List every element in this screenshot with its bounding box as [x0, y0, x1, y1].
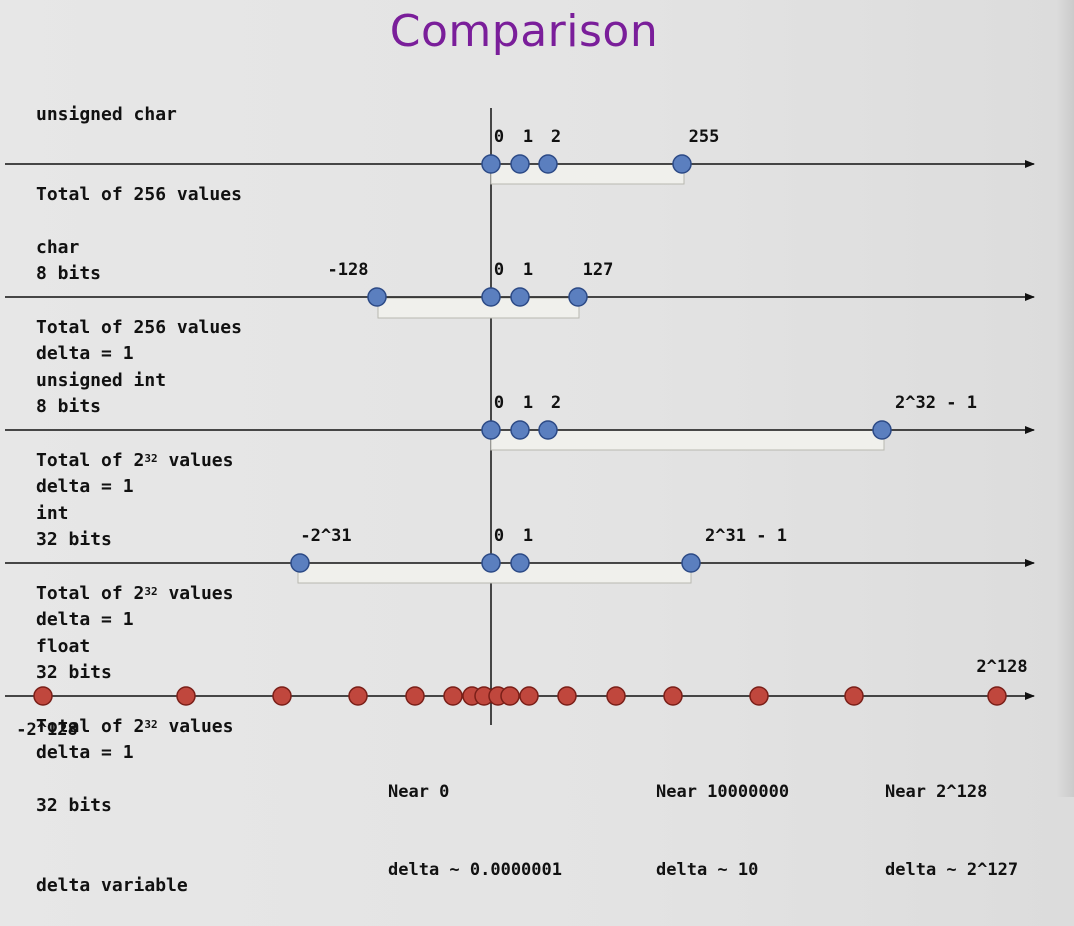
- exponent: 32: [144, 451, 158, 465]
- tick-label: 2: [551, 393, 561, 413]
- point-float: [557, 686, 577, 706]
- note-near-zero: Near 0 delta ~ 0.0000001: [388, 727, 562, 909]
- point-char-max: [568, 287, 588, 307]
- point-float: [519, 686, 539, 706]
- number-line-diagram: 0 1 2 255 -128 0 1 127 0 1 2 2^32 - 1 -2…: [5, 108, 1035, 740]
- float-min-label: -2^128: [16, 720, 77, 740]
- exponent: 32: [144, 584, 158, 598]
- tick-label: -128: [328, 260, 369, 280]
- desc-line: Total of 232 values: [36, 582, 234, 604]
- desc-line: 32 bits: [36, 529, 112, 550]
- tick-label: 2^31 - 1: [705, 526, 787, 546]
- desc-line: Total of 232 values: [36, 449, 234, 471]
- slide-edge-shade: [1056, 0, 1074, 797]
- note-line: Near 10000000: [656, 782, 790, 802]
- desc-line: char: [36, 237, 80, 258]
- tick-label: 0: [494, 393, 504, 413]
- point-int-max: [681, 553, 701, 573]
- point-unsigned-int-1: [510, 420, 530, 440]
- point-unsigned-int-0: [481, 420, 501, 440]
- point-float: [176, 686, 196, 706]
- point-unsigned-char-2: [538, 154, 558, 174]
- tick-label: 127: [583, 260, 614, 280]
- desc-line: unsigned int: [36, 370, 167, 391]
- point-int-min: [290, 553, 310, 573]
- point-float: [348, 686, 368, 706]
- range-band-char: [377, 297, 580, 319]
- point-float: [33, 686, 53, 706]
- point-float: [749, 686, 769, 706]
- point-unsigned-int-max: [872, 420, 892, 440]
- point-int-0: [481, 553, 501, 573]
- desc-line: delta = 1: [36, 475, 134, 497]
- desc-line: delta variable: [36, 874, 188, 896]
- point-int-1: [510, 553, 530, 573]
- desc-unsigned-char: unsigned char Total of 256 values 8 bits…: [36, 49, 242, 394]
- desc-line: delta = 1: [36, 741, 134, 763]
- note-line: delta ~ 10: [656, 860, 759, 880]
- note-near-max: Near 2^128 delta ~ 2^127: [885, 727, 1018, 909]
- note-line: Near 0: [388, 782, 450, 802]
- desc-line: float: [36, 636, 91, 657]
- tick-label: 1: [523, 127, 533, 147]
- desc-line: delta = 1: [36, 608, 134, 630]
- point-unsigned-char-255: [672, 154, 692, 174]
- desc-line: Total of 256 values: [36, 183, 242, 205]
- tick-label: 2^128: [976, 657, 1027, 677]
- tick-label: 1: [523, 526, 533, 546]
- tick-label: 1: [523, 393, 533, 413]
- tick-label: 2: [551, 127, 561, 147]
- desc-line: 8 bits: [36, 396, 102, 417]
- tick-label: 255: [689, 127, 720, 147]
- note-near-ten-million: Near 10000000 delta ~ 10: [656, 727, 789, 909]
- point-float: [443, 686, 463, 706]
- point-float: [844, 686, 864, 706]
- desc-int: int Total of 232 values 32 bits delta = …: [36, 448, 233, 793]
- tick-label: 2^32 - 1: [895, 393, 977, 413]
- tick-label: 0: [494, 127, 504, 147]
- desc-line: 32 bits: [36, 662, 112, 683]
- point-float: [405, 686, 425, 706]
- note-line: Near 2^128: [885, 782, 988, 802]
- point-char-1: [510, 287, 530, 307]
- desc-line: unsigned char: [36, 104, 177, 125]
- point-char-min: [367, 287, 387, 307]
- desc-line: Total of 232 values: [36, 715, 234, 737]
- tick-label: 0: [494, 526, 504, 546]
- desc-line: Total of 256 values: [36, 316, 242, 338]
- note-line: delta ~ 0.0000001: [388, 860, 562, 880]
- point-float: [663, 686, 683, 706]
- point-char-0: [481, 287, 501, 307]
- point-unsigned-char-0: [481, 154, 501, 174]
- point-float: [500, 686, 520, 706]
- desc-unsigned-int: unsigned int Total of 232 values 32 bits…: [36, 315, 233, 660]
- point-float: [272, 686, 292, 706]
- point-unsigned-char-1: [510, 154, 530, 174]
- tick-label: 0: [494, 260, 504, 280]
- desc-char: char Total of 256 values 8 bits delta = …: [36, 182, 242, 527]
- point-float: [606, 686, 626, 706]
- point-unsigned-int-2: [538, 420, 558, 440]
- tick-label: -2^31: [300, 526, 351, 546]
- exponent: 32: [144, 717, 158, 731]
- desc-line: 8 bits: [36, 263, 102, 284]
- desc-line: int: [36, 503, 69, 524]
- desc-line: delta = 1: [36, 342, 134, 364]
- note-line: delta ~ 2^127: [885, 860, 1019, 880]
- page-title: Comparison: [389, 6, 659, 57]
- tick-label: 1: [523, 260, 533, 280]
- point-float: [987, 686, 1007, 706]
